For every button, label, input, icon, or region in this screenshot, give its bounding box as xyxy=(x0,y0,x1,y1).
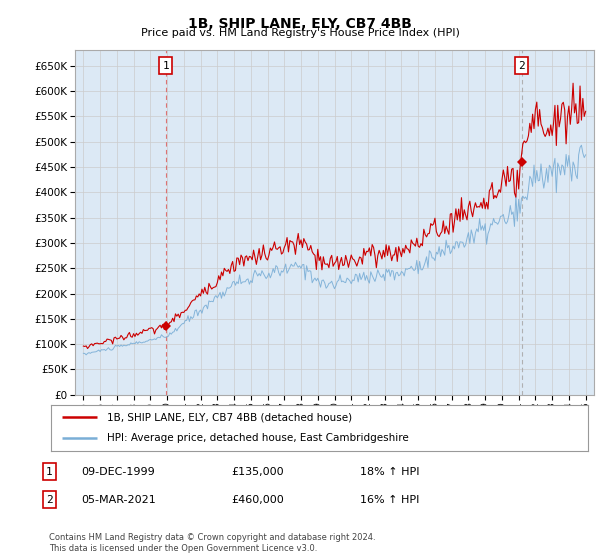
Text: 1: 1 xyxy=(163,60,169,71)
Text: 1B, SHIP LANE, ELY, CB7 4BB (detached house): 1B, SHIP LANE, ELY, CB7 4BB (detached ho… xyxy=(107,412,353,422)
Text: £460,000: £460,000 xyxy=(231,494,284,505)
Text: 05-MAR-2021: 05-MAR-2021 xyxy=(81,494,156,505)
Text: 1: 1 xyxy=(46,466,53,477)
Text: Contains HM Land Registry data © Crown copyright and database right 2024.
This d: Contains HM Land Registry data © Crown c… xyxy=(49,533,376,553)
Text: 2: 2 xyxy=(46,494,53,505)
Text: 1B, SHIP LANE, ELY, CB7 4BB: 1B, SHIP LANE, ELY, CB7 4BB xyxy=(188,17,412,31)
Text: 16% ↑ HPI: 16% ↑ HPI xyxy=(360,494,419,505)
Text: 18% ↑ HPI: 18% ↑ HPI xyxy=(360,466,419,477)
Text: Price paid vs. HM Land Registry's House Price Index (HPI): Price paid vs. HM Land Registry's House … xyxy=(140,28,460,38)
Text: 09-DEC-1999: 09-DEC-1999 xyxy=(81,466,155,477)
Text: HPI: Average price, detached house, East Cambridgeshire: HPI: Average price, detached house, East… xyxy=(107,433,409,444)
Text: 2: 2 xyxy=(518,60,525,71)
Text: £135,000: £135,000 xyxy=(231,466,284,477)
